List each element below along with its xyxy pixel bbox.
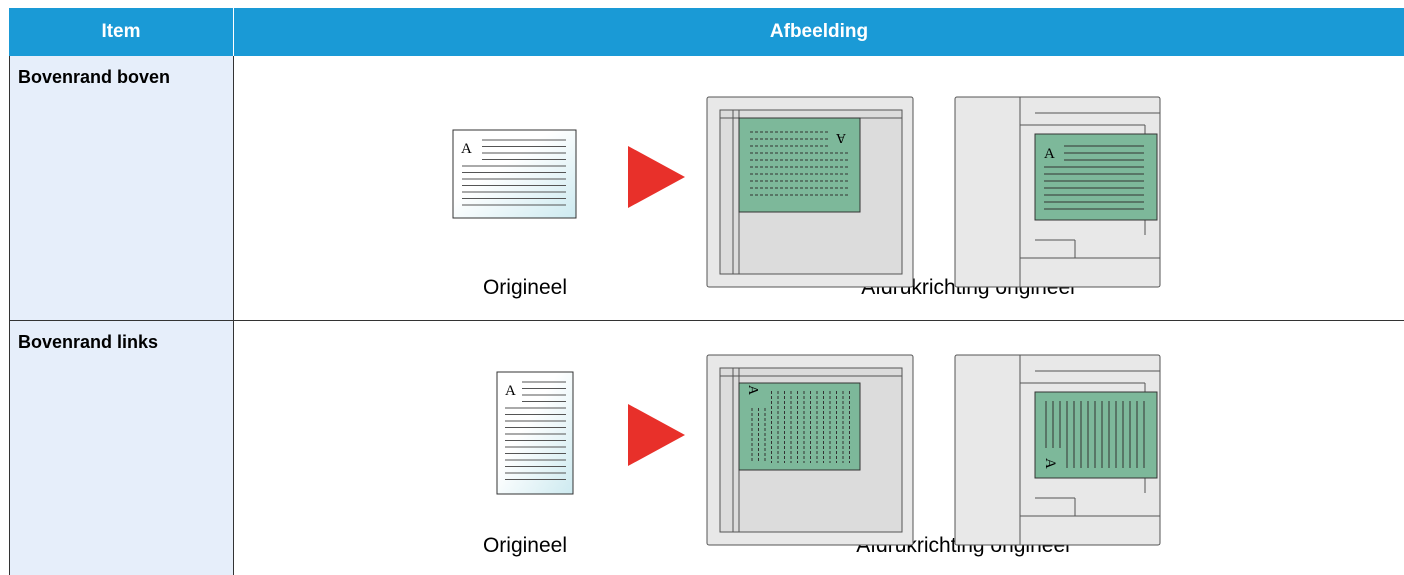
adf-doc (1034, 133, 1158, 221)
page-letter: A (461, 141, 472, 157)
caption: Origineel (482, 534, 568, 557)
original-page (496, 371, 574, 495)
item-cell: Bovenrand links (9, 321, 233, 575)
scan-doc (738, 117, 861, 213)
page-letter: A (835, 130, 846, 145)
page-letter: A (1042, 458, 1058, 469)
row-divider (9, 320, 1404, 321)
item-cell: Bovenrand boven (9, 56, 233, 320)
arrow (628, 146, 685, 208)
original-page (452, 129, 577, 219)
page-letter: A (1044, 146, 1055, 162)
header-image: Afbeelding (234, 8, 1404, 56)
arrow (628, 404, 685, 466)
caption: Origineel (482, 276, 568, 299)
scan-doc (738, 382, 861, 471)
page-letter: A (745, 385, 760, 396)
page-letter: A (505, 383, 516, 399)
column-divider (233, 56, 234, 575)
header-item: Item (9, 8, 233, 56)
